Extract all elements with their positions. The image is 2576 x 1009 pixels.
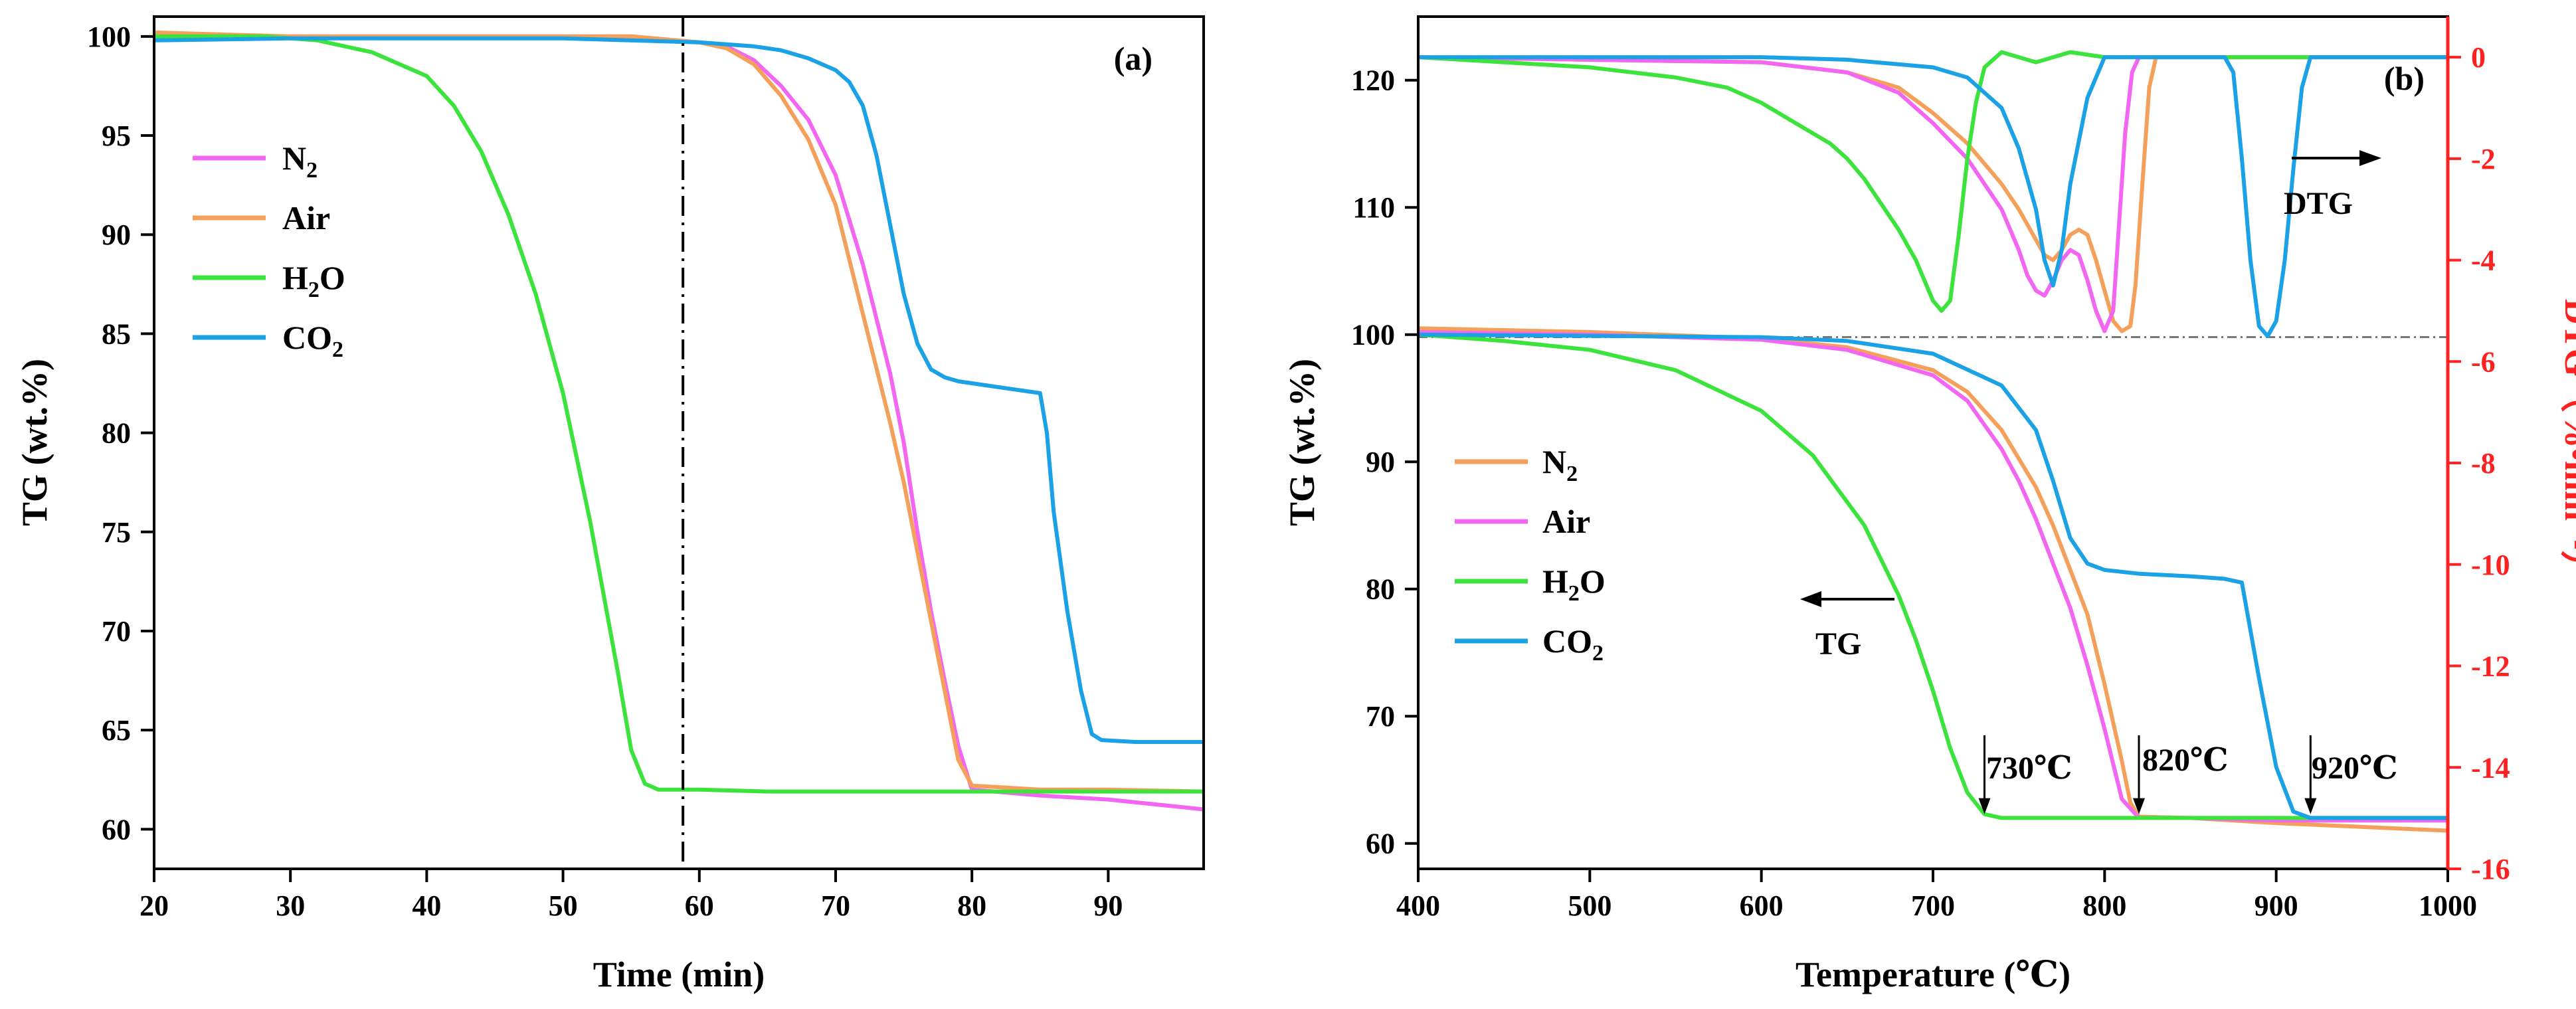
x-tick-label: 60 bbox=[685, 889, 714, 922]
legend-label-air: Air bbox=[282, 199, 330, 236]
series-line-co2 bbox=[153, 36, 1204, 744]
panel-b-label: (b) bbox=[2384, 60, 2425, 97]
annotation-tg: TG bbox=[1815, 626, 1861, 662]
dtg-line-co2 bbox=[1418, 55, 2448, 339]
annotation-tg-arrowhead bbox=[1800, 591, 1821, 607]
panel-a-y-axis-title: TG (wt.%) bbox=[15, 359, 54, 526]
y-tick-label: 80 bbox=[102, 417, 131, 450]
y-tick-label: 60 bbox=[102, 813, 131, 846]
legend-label-n2: N2 bbox=[1542, 443, 1578, 486]
x-tick-label: 1000 bbox=[2419, 889, 2477, 922]
legend-label-h2o: H2O bbox=[282, 259, 345, 302]
marker-arrowhead-920 bbox=[2304, 798, 2317, 814]
y2-tick-label: 0 bbox=[2471, 41, 2486, 74]
x-tick-label: 30 bbox=[276, 889, 305, 922]
y-tick-label: 60 bbox=[1366, 828, 1395, 860]
legend-label-h2o: H2O bbox=[1542, 563, 1606, 606]
y-tick-label: 75 bbox=[102, 516, 131, 549]
x-tick-label: 400 bbox=[1396, 889, 1440, 922]
y-tick-label: 70 bbox=[1366, 700, 1395, 733]
y-tick-label: 70 bbox=[102, 615, 131, 648]
y2-tick-label: -6 bbox=[2471, 345, 2496, 378]
y-tick-label: 100 bbox=[1351, 319, 1395, 351]
panel-b-right-y-axis: -16 -14 -12 -10 -8 -6 -4 -2 0 bbox=[2446, 17, 2510, 885]
panel-b-temperature-markers bbox=[1978, 735, 2317, 814]
y-tick-label: 95 bbox=[102, 120, 131, 152]
panel-a-legend: N2 Air H2O CO2 bbox=[193, 139, 345, 362]
tg-line-air bbox=[1418, 329, 2448, 823]
y-tick-label: 90 bbox=[102, 219, 131, 251]
legend-label-n2: N2 bbox=[282, 139, 318, 183]
annotation-820c: 820℃ bbox=[2142, 743, 2229, 778]
panel-b-y-axis-title: TG (wt.%) bbox=[1282, 359, 1322, 526]
panel-b-curves bbox=[1418, 50, 2448, 833]
y2-tick-label: -4 bbox=[2471, 244, 2496, 277]
panel-a-curves bbox=[153, 30, 1204, 812]
y-tick-label: 100 bbox=[87, 21, 131, 53]
panel-a-chart: 20 30 40 50 60 70 80 90 60 65 70 75 80 85 90 95 100 (a)… bbox=[15, 15, 1205, 994]
tg-line-co2 bbox=[1418, 332, 2448, 820]
x-tick-label: 900 bbox=[2254, 889, 2298, 922]
x-tick-label: 90 bbox=[1093, 889, 1123, 922]
y2-tick-label: -10 bbox=[2471, 549, 2510, 581]
annotation-dtg: DTG bbox=[2284, 186, 2353, 221]
y-tick-label: 85 bbox=[102, 318, 131, 350]
y2-tick-label: -12 bbox=[2471, 650, 2510, 683]
marker-arrowhead-730 bbox=[1978, 798, 1991, 814]
panel-b-y-axis: 60 70 80 90 100 110 120 bbox=[1351, 64, 1418, 860]
y2-tick-label: -8 bbox=[2471, 447, 2496, 480]
x-tick-label: 50 bbox=[549, 889, 578, 922]
x-tick-label: 800 bbox=[2082, 889, 2126, 922]
legend-label-air: Air bbox=[1542, 503, 1590, 540]
x-tick-label: 80 bbox=[957, 889, 986, 922]
y-tick-label: 80 bbox=[1366, 573, 1395, 606]
panel-b-x-axis-title: Temperature (℃) bbox=[1795, 955, 2070, 994]
dtg-line-n2 bbox=[1418, 55, 2448, 333]
y2-tick-label: -16 bbox=[2471, 853, 2510, 885]
y-tick-label: 120 bbox=[1351, 64, 1395, 97]
x-tick-label: 600 bbox=[1740, 889, 1784, 922]
x-tick-label: 70 bbox=[821, 889, 850, 922]
panel-a-x-axis: 20 30 40 50 60 70 80 90 bbox=[139, 869, 1123, 922]
x-tick-label: 40 bbox=[412, 889, 441, 922]
panel-a-plot-frame bbox=[153, 15, 1205, 870]
panel-b-chart: 400 500 600 700 800 900 1000 60 70 80 90 100 110 120… bbox=[1282, 15, 2576, 994]
x-tick-label: 500 bbox=[1568, 889, 1611, 922]
panel-b-x-axis: 400 500 600 700 800 900 1000 bbox=[1396, 869, 2477, 922]
panel-b-right-y-axis-title: DTG（%•min⁻¹） bbox=[2557, 299, 2576, 587]
annotation-dtg-arrowhead bbox=[2359, 150, 2381, 166]
y2-tick-label: -14 bbox=[2471, 751, 2510, 784]
x-tick-label: 700 bbox=[1911, 889, 1955, 922]
panel-a-x-axis-title: Time (min) bbox=[593, 955, 765, 994]
dtg-line-h2o bbox=[1418, 50, 2448, 313]
tg-line-n2 bbox=[1418, 326, 2448, 833]
panel-a-label: (a) bbox=[1114, 40, 1152, 77]
legend-label-co2: CO2 bbox=[282, 319, 343, 362]
x-tick-label: 20 bbox=[139, 889, 169, 922]
series-line-air bbox=[153, 30, 1204, 794]
panel-b-plot-frame bbox=[1417, 15, 2449, 870]
y2-tick-label: -2 bbox=[2471, 143, 2496, 175]
annotation-920c: 920℃ bbox=[2312, 751, 2398, 786]
y-tick-label: 65 bbox=[102, 714, 131, 747]
series-line-h2o bbox=[154, 34, 1204, 794]
annotation-730c: 730℃ bbox=[1986, 751, 2072, 786]
panel-a-y-axis: 60 65 70 75 80 85 90 95 100 bbox=[87, 21, 154, 846]
y-tick-label: 110 bbox=[1352, 191, 1395, 224]
panel-b-legend: N2 Air H2O CO2 bbox=[1455, 443, 1606, 666]
marker-arrowhead-820 bbox=[2133, 798, 2145, 814]
tg-line-h2o bbox=[1418, 332, 2448, 820]
y-tick-label: 90 bbox=[1366, 446, 1395, 478]
legend-label-co2: CO2 bbox=[1542, 622, 1604, 666]
